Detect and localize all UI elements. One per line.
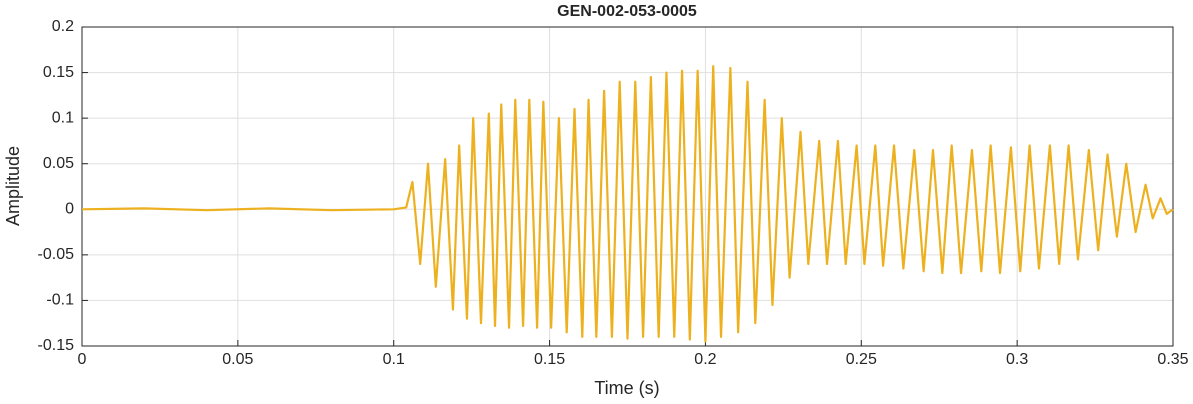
y-tick-label: -0.05 (38, 246, 75, 263)
x-tick-label: 0.25 (846, 351, 877, 368)
x-tick-label: 0.15 (534, 351, 565, 368)
plot-area (82, 27, 1173, 346)
x-tick-label: 0.35 (1157, 351, 1188, 368)
chart-title: GEN-002-053-0005 (557, 3, 697, 20)
x-axis-label: Time (s) (594, 378, 659, 398)
waveform-line (81, 65, 1174, 343)
x-tick-label: 0.05 (222, 351, 253, 368)
y-tick-label: 0.2 (52, 18, 74, 35)
y-tick-label: -0.15 (38, 337, 75, 354)
y-tick-label: 0 (65, 201, 74, 218)
axes-box (81, 26, 1174, 347)
y-tick-label: 0.15 (43, 64, 74, 81)
y-tick-label: -0.1 (46, 292, 74, 309)
y-tick-label: 0.05 (43, 155, 74, 172)
x-tick-label: 0 (78, 351, 87, 368)
x-tick-label: 0.1 (383, 351, 405, 368)
x-tick-label: 0.3 (1006, 351, 1028, 368)
y-tick-label: 0.1 (52, 109, 74, 126)
x-tick-label: 0.2 (694, 351, 716, 368)
y-axis-label: Amplitude (3, 146, 23, 226)
